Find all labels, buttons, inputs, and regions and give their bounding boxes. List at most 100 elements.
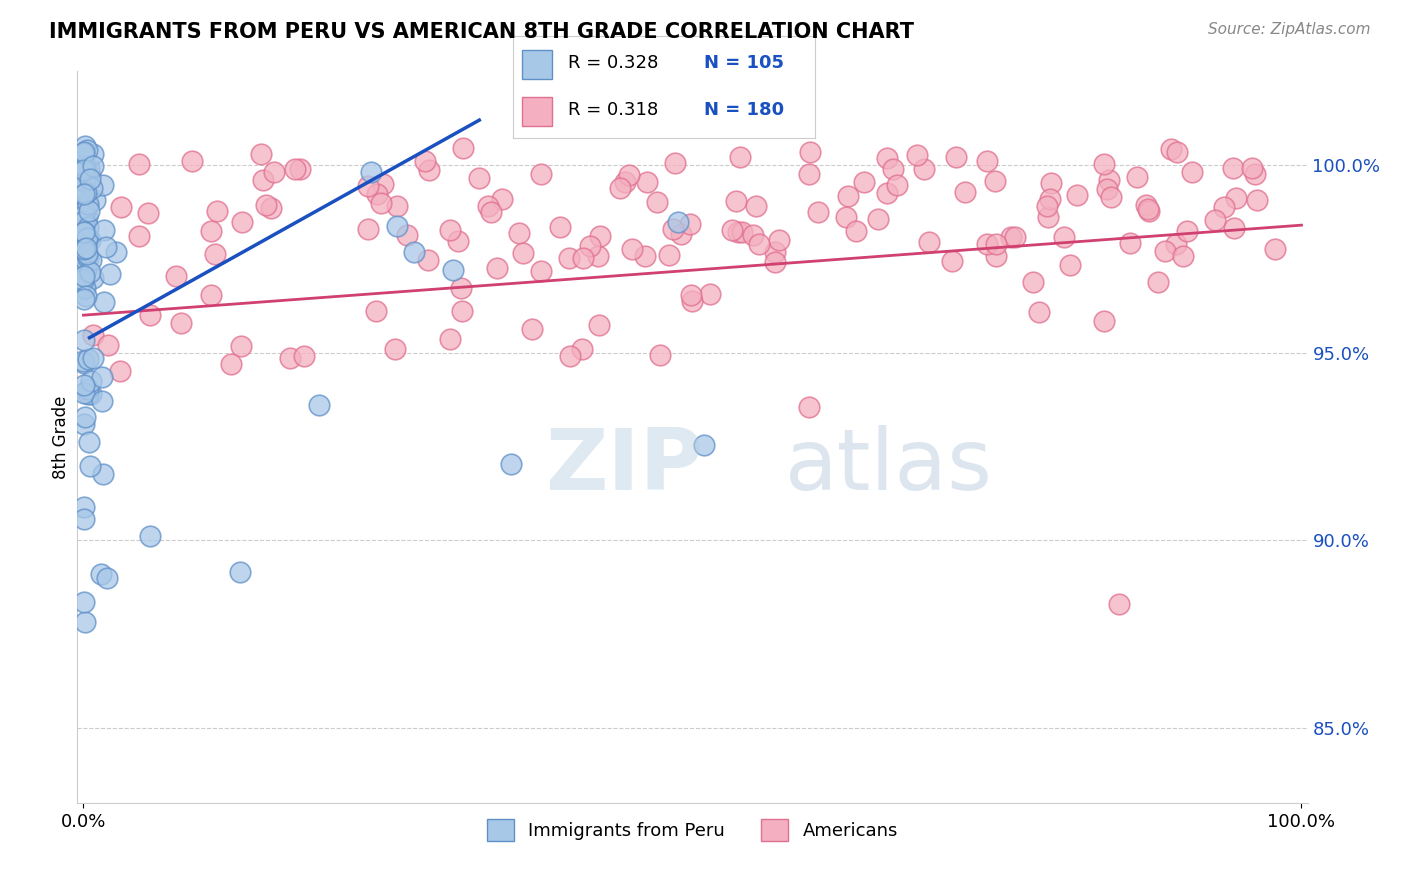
- Point: [73, 160, 96, 174]
- Point: [370, 196, 392, 211]
- Point: [866, 212, 889, 227]
- Point: [918, 235, 941, 249]
- Point: [692, 438, 714, 452]
- Point: [579, 239, 602, 253]
- Point: [73, 500, 96, 515]
- Point: [986, 236, 1008, 251]
- Point: [139, 529, 162, 543]
- Point: [941, 254, 963, 268]
- Point: [73, 225, 96, 239]
- Point: [768, 233, 790, 247]
- Point: [205, 203, 228, 218]
- Point: [384, 342, 406, 356]
- Point: [976, 154, 998, 169]
- Point: [1135, 198, 1157, 212]
- Point: [1039, 192, 1062, 206]
- Point: [76, 352, 98, 367]
- Point: [479, 205, 502, 219]
- Point: [128, 228, 150, 243]
- Point: [1053, 229, 1076, 244]
- Point: [72, 279, 94, 293]
- Point: [105, 245, 128, 260]
- Point: [72, 185, 94, 199]
- Point: [679, 217, 702, 231]
- Point: [76, 251, 98, 265]
- Point: [666, 215, 689, 229]
- Point: [450, 281, 472, 295]
- Point: [745, 199, 768, 213]
- Point: [886, 178, 908, 193]
- Point: [681, 293, 703, 308]
- Point: [229, 565, 252, 579]
- Point: [731, 225, 754, 239]
- Point: [876, 186, 898, 200]
- Point: [263, 164, 285, 178]
- Point: [72, 161, 94, 175]
- Point: [288, 162, 311, 177]
- Point: [75, 252, 97, 266]
- Point: [292, 349, 315, 363]
- Point: [1066, 188, 1088, 202]
- Point: [371, 177, 394, 191]
- Y-axis label: 8th Grade: 8th Grade: [52, 395, 70, 479]
- Point: [280, 351, 302, 366]
- Point: [418, 253, 440, 268]
- Point: [669, 227, 692, 241]
- Point: [73, 409, 96, 424]
- Point: [219, 357, 242, 371]
- Point: [797, 400, 820, 414]
- Point: [73, 293, 96, 307]
- Point: [1108, 597, 1130, 611]
- Point: [75, 174, 97, 188]
- Point: [75, 235, 97, 250]
- Point: [619, 168, 641, 182]
- Point: [96, 240, 118, 254]
- Point: [837, 189, 859, 203]
- Point: [1222, 161, 1244, 175]
- Point: [76, 197, 98, 211]
- Point: [1000, 229, 1022, 244]
- Point: [1040, 177, 1063, 191]
- Point: [79, 172, 101, 186]
- Point: [357, 179, 380, 194]
- Point: [360, 165, 382, 179]
- Point: [250, 147, 273, 161]
- Point: [76, 230, 98, 244]
- Point: [73, 615, 96, 629]
- Point: [588, 318, 610, 333]
- Point: [681, 288, 703, 302]
- Point: [439, 332, 461, 346]
- Point: [128, 157, 150, 171]
- Point: [76, 244, 98, 259]
- Point: [77, 204, 100, 219]
- Point: [165, 269, 187, 284]
- Point: [91, 393, 114, 408]
- Point: [82, 159, 104, 173]
- Point: [72, 189, 94, 203]
- Point: [77, 387, 100, 401]
- Point: [763, 255, 786, 269]
- Text: R = 0.318: R = 0.318: [568, 101, 658, 119]
- Point: [73, 187, 96, 202]
- Point: [520, 322, 543, 336]
- Point: [75, 245, 97, 260]
- Point: [1154, 244, 1177, 258]
- Point: [799, 145, 821, 160]
- Point: [1099, 189, 1122, 203]
- Point: [76, 246, 98, 260]
- Point: [231, 215, 253, 229]
- Point: [170, 316, 193, 330]
- Point: [364, 303, 387, 318]
- Point: [530, 167, 553, 181]
- Point: [907, 148, 929, 162]
- Point: [75, 262, 97, 277]
- Point: [72, 282, 94, 296]
- Point: [728, 149, 751, 163]
- Point: [441, 262, 464, 277]
- Point: [589, 228, 612, 243]
- Point: [75, 241, 97, 255]
- Point: [530, 264, 553, 278]
- Point: [77, 161, 100, 175]
- Legend: Immigrants from Peru, Americans: Immigrants from Peru, Americans: [479, 812, 905, 848]
- Point: [876, 151, 898, 165]
